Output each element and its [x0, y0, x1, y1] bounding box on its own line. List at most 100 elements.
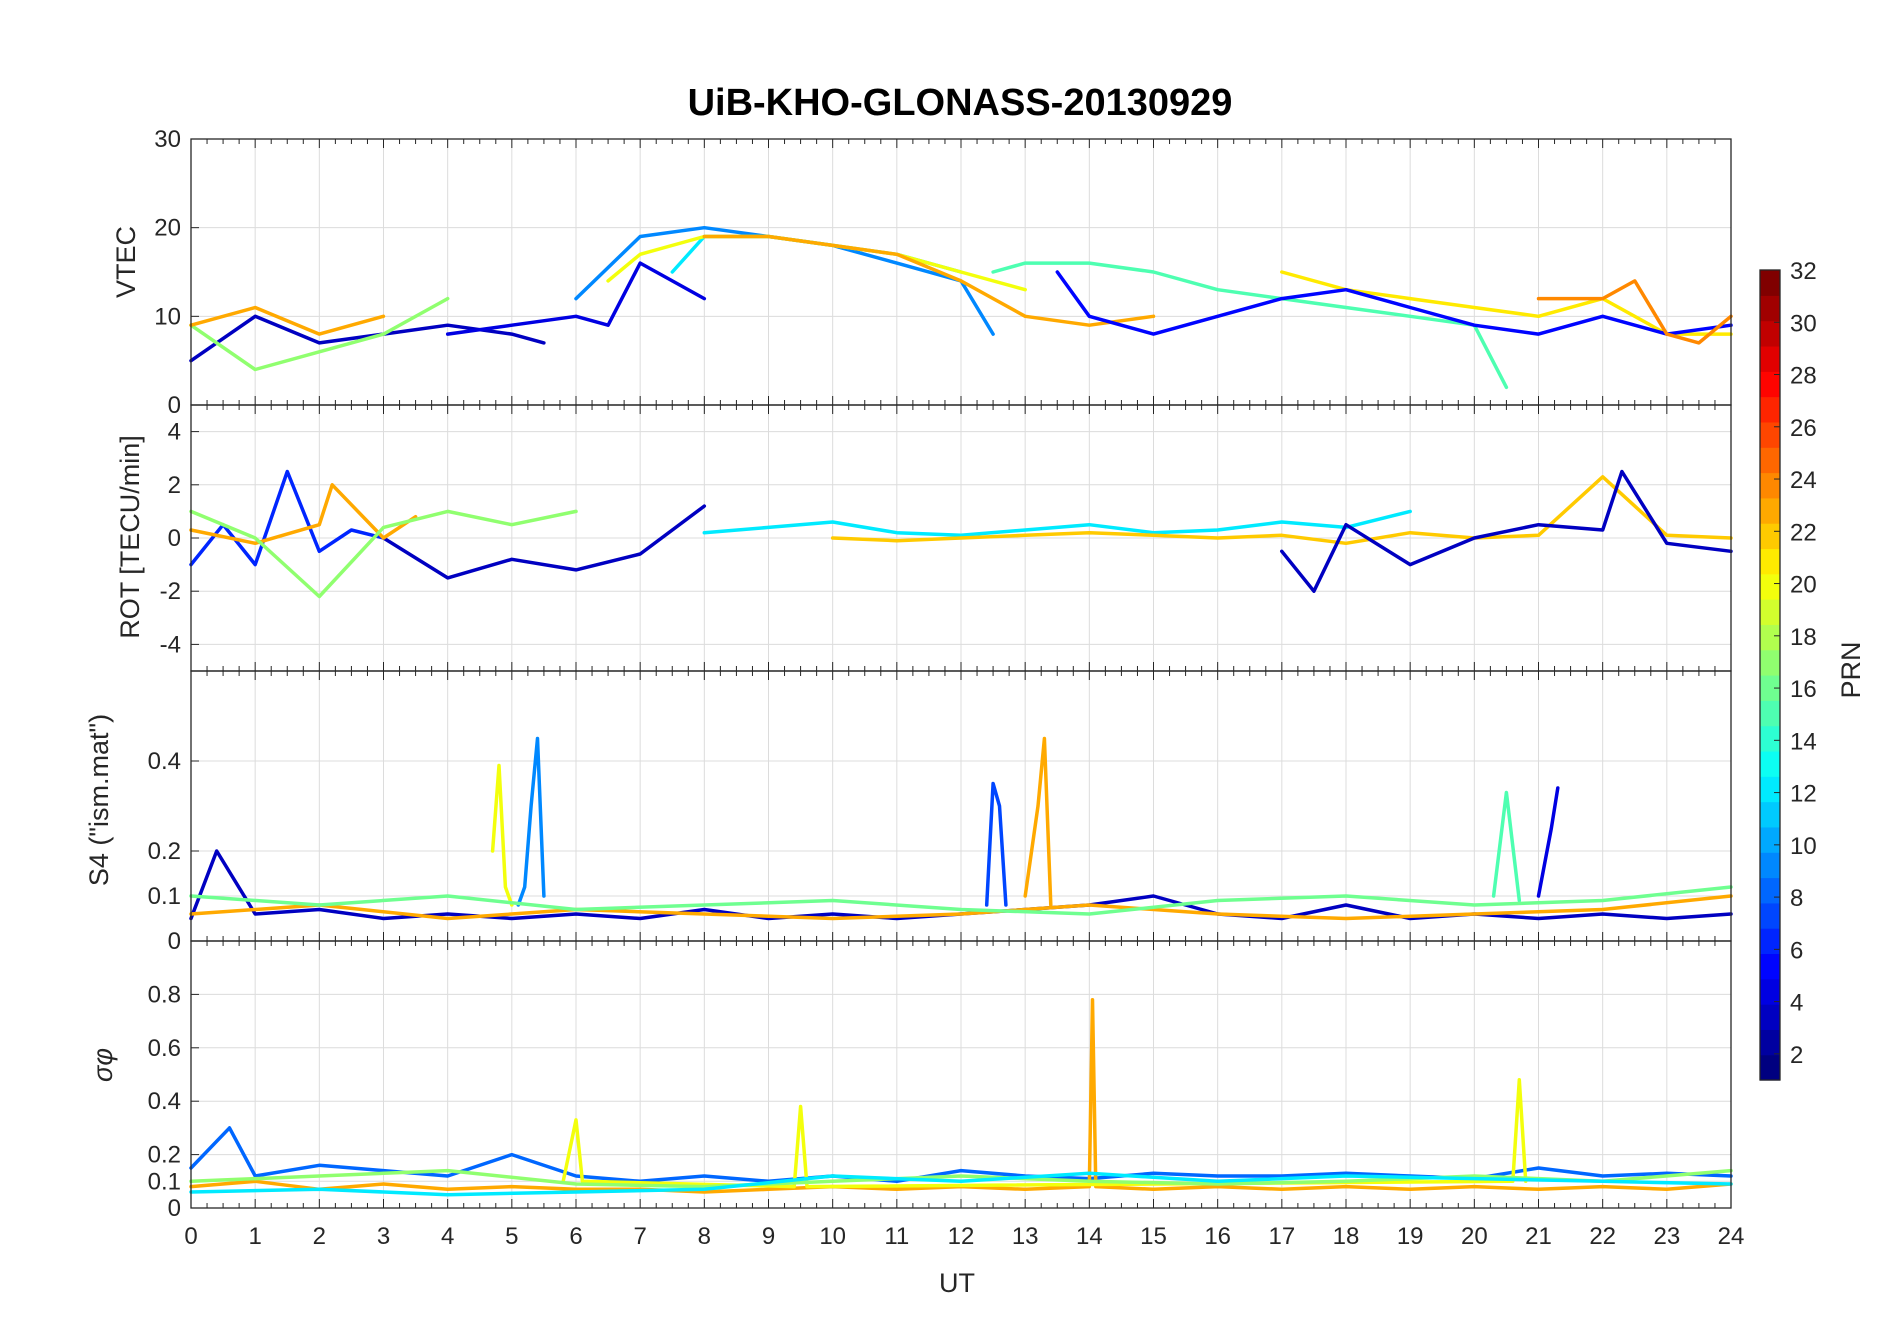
series-line-prn-23 [702, 234, 1156, 327]
colorbar-segment [1760, 548, 1780, 575]
y-label-rot: ROT [TECU/min] [115, 435, 145, 639]
x-tick-label: 17 [1268, 1223, 1295, 1250]
x-tick-label: 10 [819, 1223, 846, 1250]
series-line-prn-12 [702, 509, 1412, 538]
colorbar-segment [1760, 421, 1780, 448]
colorbar-tick-label: 16 [1790, 676, 1817, 703]
x-tick-label: 5 [505, 1223, 518, 1250]
x-tick-label: 13 [1012, 1223, 1039, 1250]
colorbar-segment [1760, 700, 1780, 727]
y-tick-label: 0.1 [148, 1168, 181, 1195]
series-line-prn-23 [189, 997, 1733, 1194]
y-tick-label: 0.4 [148, 748, 181, 775]
colorbar-segment [1760, 750, 1780, 777]
series-line-prn-12 [189, 1171, 1733, 1197]
x-tick-label: 11 [884, 1223, 909, 1250]
series-line-prn-15 [1491, 790, 1522, 903]
y-label-sigma-phi: σφ [88, 1048, 118, 1082]
colorbar-tick-label: 28 [1790, 363, 1817, 390]
y-tick-label: 0 [168, 1195, 181, 1222]
colorbar-segment [1760, 675, 1780, 701]
y-tick-label: 0.1 [148, 883, 181, 910]
y-tick-label: 10 [154, 303, 181, 330]
x-tick-label: 3 [377, 1223, 390, 1250]
y-tick-label: 0 [168, 928, 181, 955]
series-line-prn-15 [991, 261, 1509, 390]
x-tick-label: 8 [698, 1223, 711, 1250]
colorbar-segment [1760, 396, 1780, 423]
panel-s4: S4 ("ism.mat") 0 0.1 0.2 0.4 [84, 670, 1733, 955]
colorbar-label: PRN [1836, 641, 1866, 698]
colorbar-tick-label: 20 [1790, 572, 1817, 599]
colorbar-segment [1760, 599, 1780, 625]
series-line-prn-17 [189, 509, 578, 599]
series-line-prn-9 [516, 736, 546, 907]
colorbar-segment [1760, 447, 1780, 474]
x-axis: 0 1 2 3 4 5 6 7 8 9 10 11 12 13 14 15 16 17 18 19 20 21 22 23 24 [184, 1223, 1744, 1250]
colorbar-segment [1760, 472, 1780, 499]
colorbar-segment [1760, 624, 1780, 651]
x-tick-label: 7 [633, 1223, 646, 1250]
x-tick-label: 12 [948, 1223, 975, 1250]
series-line-prn-3 [381, 504, 707, 580]
y-tick-label: 0.2 [148, 1142, 181, 1169]
x-tick-label: 15 [1140, 1223, 1167, 1250]
x-tick-label: 14 [1076, 1223, 1103, 1250]
x-tick-label: 2 [313, 1223, 326, 1250]
y-label-vtec: VTEC [111, 226, 141, 298]
series-line-prn-21 [1280, 270, 1733, 336]
colorbar-segment [1760, 826, 1780, 853]
colorbar-segment [1760, 978, 1780, 1005]
y-tick-label: 20 [154, 215, 181, 242]
series-line-prn-20 [561, 1078, 1528, 1189]
y-tick-label: -2 [160, 578, 181, 605]
x-tick-label: 0 [184, 1223, 197, 1250]
colorbar-segment [1760, 1029, 1780, 1056]
colorbar-tick-label: 18 [1790, 624, 1817, 651]
y-tick-label: 30 [154, 126, 181, 153]
x-tick-label: 9 [762, 1223, 775, 1250]
y-tick-label: 2 [168, 472, 181, 499]
series-line-prn-23 [189, 483, 418, 546]
colorbar-segment [1760, 649, 1780, 676]
x-tick-label: 4 [441, 1223, 454, 1250]
x-tick-label: 1 [248, 1223, 261, 1250]
x-tick-label: 19 [1397, 1223, 1424, 1250]
x-tick-label: 16 [1204, 1223, 1231, 1250]
colorbar-segment [1760, 497, 1780, 524]
colorbar-tick-label: 22 [1790, 519, 1817, 546]
colorbar-segment [1760, 295, 1780, 322]
x-tick-label: 20 [1461, 1223, 1488, 1250]
y-tick-label: 4 [168, 419, 181, 446]
x-tick-label: 23 [1653, 1223, 1680, 1250]
colorbar-segment [1760, 852, 1780, 879]
series-line-prn-16 [189, 885, 1733, 916]
x-tick-label: 21 [1525, 1223, 1552, 1250]
colorbar-tick-label: 4 [1790, 990, 1803, 1017]
colorbar-tick-label: 10 [1790, 833, 1817, 860]
x-tick-label: 18 [1333, 1223, 1360, 1250]
y-tick-label: 0.4 [148, 1088, 181, 1115]
colorbar-tick-label: 8 [1790, 885, 1803, 912]
colorbar-segment [1760, 1004, 1780, 1030]
series-line-prn-24 [1536, 279, 1733, 345]
colorbar-segment [1760, 877, 1780, 904]
x-tick-label: 22 [1589, 1223, 1616, 1250]
colorbar-segment [1760, 902, 1780, 929]
chart-title: UiB-KHO-GLONASS-20130929 [688, 82, 1233, 124]
colorbar-segment [1760, 928, 1780, 955]
series-line-prn-22 [830, 475, 1733, 546]
colorbar-tick-label: 12 [1790, 781, 1817, 808]
y-tick-label: -4 [160, 631, 181, 658]
series-line-prn-4 [1536, 786, 1560, 898]
y-tick-label: 0 [168, 392, 181, 419]
colorbar-tick-label: 2 [1790, 1042, 1803, 1069]
y-tick-label: 0.6 [148, 1035, 181, 1062]
y-tick-label: 0.2 [148, 838, 181, 865]
series-line-prn-7 [984, 781, 1008, 907]
y-label-s4: S4 ("ism.mat") [84, 714, 114, 886]
series-line-prn-23 [1023, 736, 1053, 907]
colorbar-segment [1760, 801, 1780, 828]
x-tick-label: 6 [569, 1223, 582, 1250]
